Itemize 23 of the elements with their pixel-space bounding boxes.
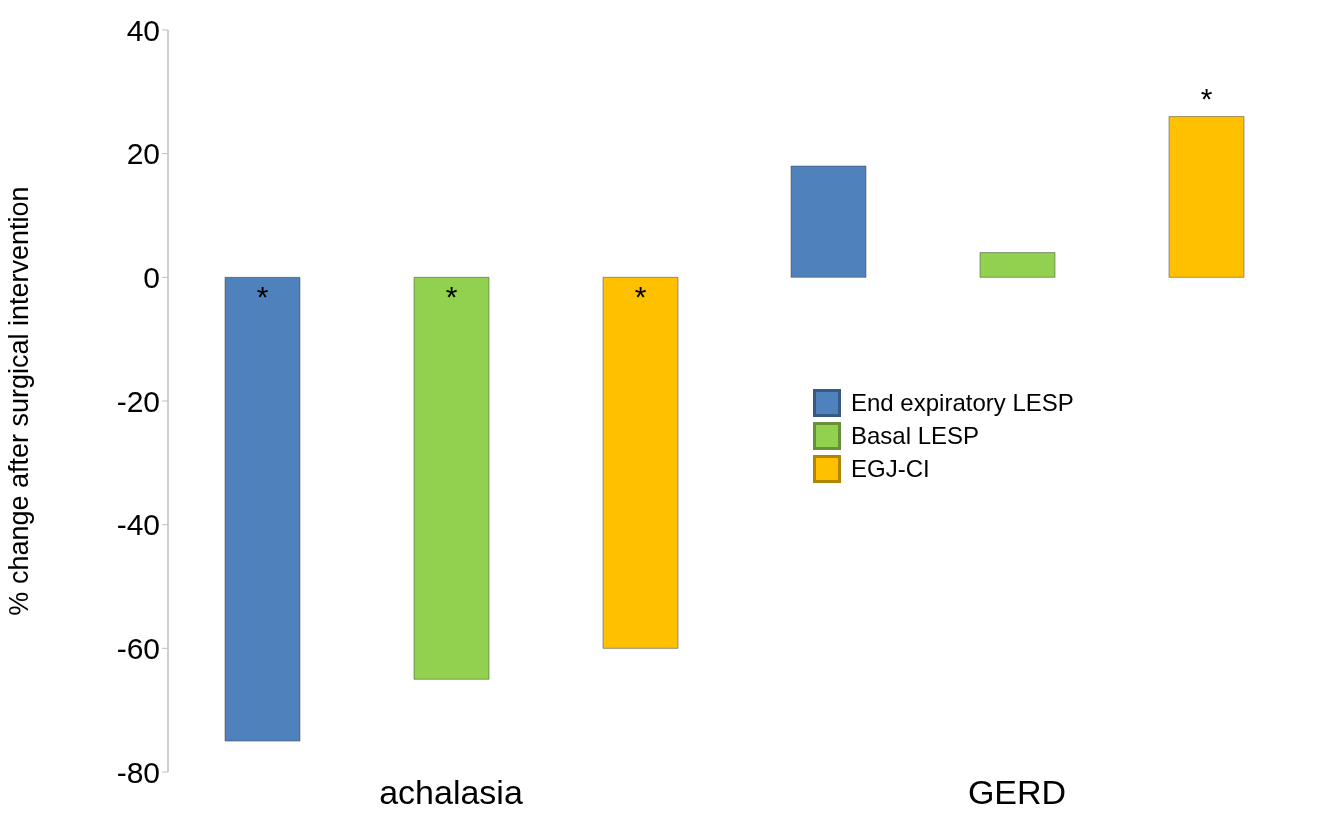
legend-label: End expiratory LESP — [851, 388, 1074, 417]
legend-label: Basal LESP — [851, 421, 980, 450]
bar — [1168, 116, 1245, 278]
bar — [224, 277, 301, 742]
y-tick-label: -60 — [116, 631, 160, 665]
data-label: * — [634, 280, 647, 314]
y-axis-title: % change after surgical intervention — [3, 186, 34, 616]
y-tick-label: -20 — [116, 384, 160, 418]
bar — [602, 277, 679, 649]
y-tick-label: -40 — [116, 508, 160, 542]
data-label: * — [445, 280, 458, 314]
bar — [979, 252, 1056, 278]
data-label: * — [256, 280, 269, 314]
y-tick-label: 40 — [126, 13, 160, 47]
y-tick-label: 0 — [143, 260, 160, 294]
x-tick-label: GERD — [967, 773, 1067, 812]
data-label: * — [1200, 81, 1213, 115]
legend-label: EGJ-CI — [851, 454, 930, 483]
bar — [790, 165, 867, 278]
x-tick-label: achalasia — [379, 773, 523, 812]
bar — [413, 277, 490, 680]
y-tick-label: -80 — [116, 755, 160, 789]
y-tick-label: 20 — [126, 137, 160, 171]
